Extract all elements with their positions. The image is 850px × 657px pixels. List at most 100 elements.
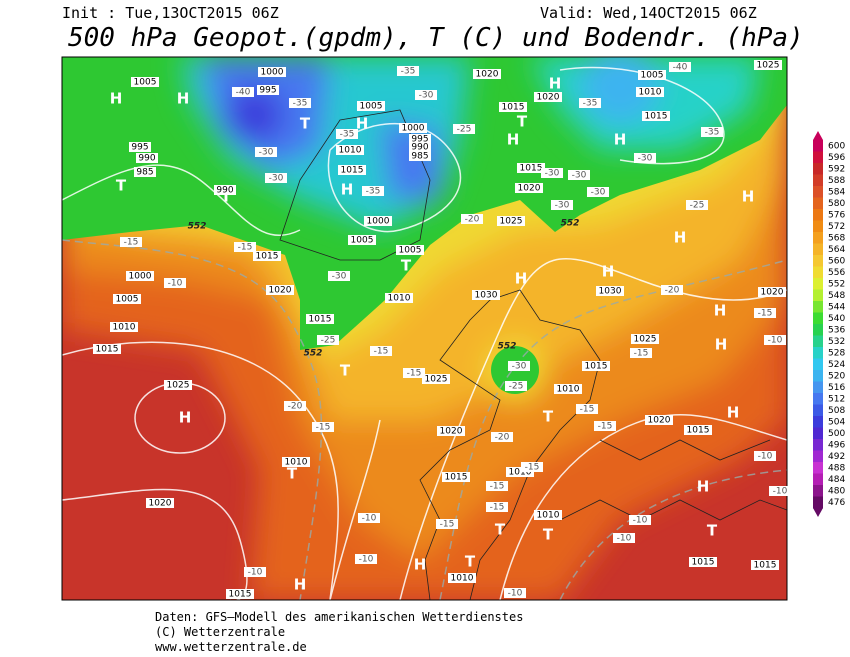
colorbar-label: 544: [828, 302, 845, 312]
isobar-label: 1020: [518, 184, 541, 194]
isotherm-label: -20: [495, 433, 510, 443]
isobar-label: 1015: [645, 112, 668, 122]
colorbar-swatch: [813, 485, 823, 497]
isobar-label: 1015: [229, 590, 252, 600]
label-box: [436, 519, 458, 529]
isobar-label: 1020: [476, 70, 499, 80]
colorbar-swatch: [813, 301, 823, 313]
pressure-center: T: [495, 521, 506, 539]
label-box: [686, 200, 708, 210]
isobar-label: 1025: [500, 217, 523, 227]
colorbar-swatch: [813, 140, 823, 152]
label-box: [131, 77, 159, 87]
colorbar-label: 520: [828, 371, 845, 381]
label-box: [579, 98, 601, 108]
label-box: [497, 216, 525, 226]
pressure-center: H: [742, 188, 755, 206]
label-box: [258, 67, 286, 77]
isobar-label: 1015: [445, 473, 468, 483]
isobar-label: 1015: [585, 362, 608, 372]
isotherm-label: -35: [705, 128, 720, 138]
isotherm-label: -35: [401, 67, 416, 77]
colorbar-label: 540: [828, 314, 845, 324]
footer-url: www.wetterzentrale.de: [155, 640, 307, 654]
colorbar-swatch: [813, 450, 823, 463]
label-box: [568, 170, 590, 180]
label-box: [370, 346, 392, 356]
label-box: [126, 271, 154, 281]
colorbar-swatch: [813, 278, 823, 290]
isotherm-label: -20: [465, 215, 480, 225]
label-box: [508, 361, 530, 371]
label-box: [409, 134, 431, 144]
label-box: [758, 287, 786, 297]
pressure-center: T: [221, 188, 232, 206]
pressure-center: T: [116, 177, 127, 195]
label-box: [437, 426, 465, 436]
colorbar-label: 516: [828, 383, 845, 393]
isotherm-label: -10: [768, 336, 783, 346]
isobar-label: 995: [411, 135, 428, 145]
isotherm-label: -10: [758, 452, 773, 462]
isotherm-label: -30: [332, 272, 347, 282]
label-box: [348, 235, 376, 245]
colorbar-label: 552: [828, 279, 845, 289]
label-box: [594, 421, 616, 431]
colorbar-label: 576: [828, 210, 845, 220]
label-box: [661, 285, 683, 295]
pressure-center: H: [110, 90, 123, 108]
pressure-center: H: [714, 302, 727, 320]
isotherm-label: -30: [512, 362, 527, 372]
pressure-center: H: [614, 131, 627, 149]
isotherm-label: -15: [440, 520, 455, 530]
geopotential-label: 552: [561, 219, 580, 229]
label-box: [289, 98, 311, 108]
colorbar-swatch: [813, 347, 823, 359]
isotherm-label: -15: [316, 423, 331, 433]
label-box: [582, 361, 610, 371]
pressure-center: T: [707, 522, 718, 540]
pressure-center: H: [414, 556, 427, 574]
isobar-label: 1020: [440, 427, 463, 437]
label-box: [669, 62, 691, 72]
pressure-center: H: [294, 576, 307, 594]
label-box: [521, 462, 543, 472]
colorbar-label: 556: [828, 268, 845, 278]
label-box: [645, 415, 673, 425]
isotherm-label: -10: [773, 487, 788, 497]
colorbar-swatch: [813, 232, 823, 244]
label-box: [226, 589, 254, 599]
label-box: [358, 513, 380, 523]
label-box: [630, 348, 652, 358]
label-box: [442, 472, 470, 482]
isotherm-label: -15: [490, 482, 505, 492]
label-box: [415, 90, 437, 100]
isotherm-label: -35: [340, 130, 355, 140]
colorbar-swatch: [813, 358, 823, 371]
pressure-center: T: [340, 362, 351, 380]
isobar-label: 995: [131, 143, 148, 153]
geopotential-label: 552: [498, 342, 517, 352]
label-box: [596, 286, 624, 296]
label-box: [113, 294, 141, 304]
label-box: [336, 129, 358, 139]
isobar-label: 1025: [425, 375, 448, 385]
colorbar-arrow-bottom: [813, 508, 823, 517]
colorbar-swatch: [813, 174, 823, 187]
label-box: [364, 216, 392, 226]
label-box: [769, 486, 791, 496]
label-box: [336, 145, 364, 155]
label-box: [506, 467, 534, 477]
isobar-label: 1025: [757, 61, 780, 71]
label-box: [486, 502, 508, 512]
isobar-label: 1025: [167, 381, 190, 391]
isotherm-label: -15: [525, 463, 540, 473]
colorbar-label: 568: [828, 233, 845, 243]
label-box: [164, 278, 186, 288]
isobar-label: 1020: [269, 286, 292, 296]
label-box: [587, 187, 609, 197]
isotherm-label: -40: [673, 63, 688, 73]
pressure-center: H: [515, 270, 528, 288]
